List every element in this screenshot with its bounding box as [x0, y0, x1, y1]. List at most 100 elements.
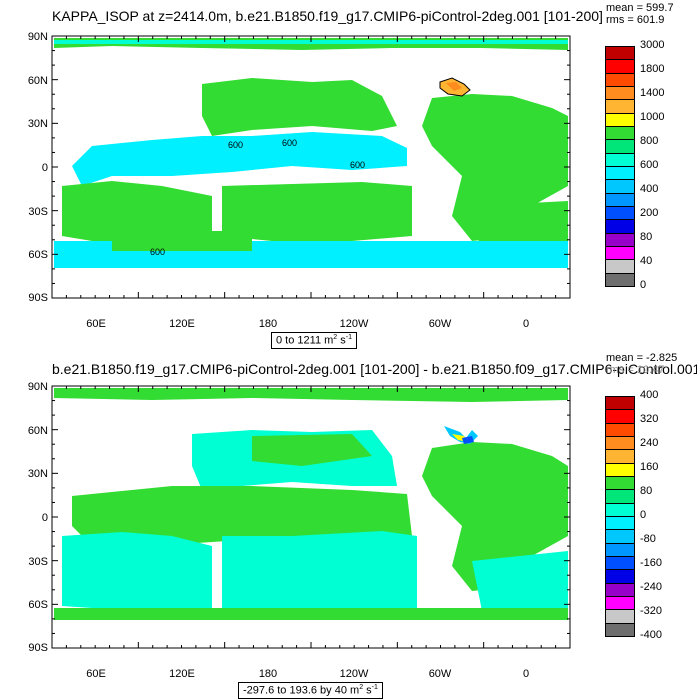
panel1-lon-tick: 180: [258, 318, 278, 330]
panel2-tropical-band: [72, 486, 412, 546]
panel1-range-sup: 2: [333, 334, 338, 341]
panel1-lat-tick: 90N: [27, 31, 48, 43]
colorbar-label: 1400: [640, 87, 665, 99]
panel1-indo-pacific-tropics: [72, 132, 407, 186]
colorbar-swatch: [605, 246, 635, 261]
panel1-range-box: 0 to 1211 m2 s-1: [271, 332, 357, 349]
panel2-range-box: -297.6 to 193.6 by 40 m2 s-1: [238, 682, 383, 699]
colorbar-swatch: [605, 596, 635, 611]
colorbar-label: -160: [640, 557, 663, 569]
panel1-rms: rms = 601.9: [606, 14, 665, 26]
colorbar-label: 400: [640, 389, 659, 401]
colorbar-swatch: [605, 152, 635, 167]
colorbar-swatch: [605, 272, 635, 287]
colorbar-swatch: [605, 409, 635, 424]
colorbar-swatch: [605, 126, 635, 141]
colorbar-label: 0: [640, 509, 647, 521]
panel1-lat-tick: 0: [41, 162, 48, 174]
panel2-range-sup2: -1: [371, 684, 378, 691]
colorbar-label: 240: [640, 437, 659, 449]
panel1-labrador-core: [446, 82, 462, 91]
panel2-range-text: -297.6 to 193.6 by 40 m: [243, 684, 360, 697]
panel2-lat-tick: 30N: [27, 468, 48, 480]
colorbar-swatch: [605, 112, 635, 127]
colorbar-label: 600: [640, 159, 659, 171]
panel1-indian-ocean: [62, 181, 212, 246]
panel1-lon-tick: 120E: [169, 318, 195, 330]
panel2-lat-tick: 60S: [28, 599, 48, 611]
colorbar-swatch: [605, 436, 635, 451]
panel2-north-pacific-green: [252, 434, 372, 466]
panel2-indian-ocean: [62, 532, 212, 611]
panel2-map: [51, 385, 571, 649]
colorbar-label: 400: [640, 183, 659, 195]
panel2-rms: rms = 10.47: [606, 364, 665, 376]
panel2-atlantic: [422, 442, 568, 591]
panel1-contour-label: 600: [350, 160, 365, 170]
panel2-colorbar: [605, 396, 635, 637]
panel2-lat-tick: 90N: [27, 381, 48, 393]
colorbar-swatch: [605, 462, 635, 477]
panel1-title: KAPPA_ISOP at z=2414.0m, b.e21.B1850.f19…: [52, 8, 603, 24]
panel2-lat-tick: 30S: [28, 556, 48, 568]
colorbar-label: -240: [640, 581, 663, 593]
colorbar-label: 80: [640, 231, 653, 243]
colorbar-label: -400: [640, 629, 663, 641]
colorbar-label: -80: [640, 533, 656, 545]
panel2-lon-tick: 120W: [339, 668, 369, 680]
colorbar-swatch: [605, 556, 635, 571]
panel1-contour-label: 600: [228, 140, 243, 150]
colorbar-swatch: [605, 166, 635, 181]
colorbar-label: 800: [640, 135, 659, 147]
panel1-range-sup2: -1: [345, 334, 352, 341]
colorbar-swatch: [605, 86, 635, 101]
panel1-southern-pacific: [222, 182, 412, 241]
colorbar-swatch: [605, 542, 635, 557]
panel1-map: 600 600 600 600: [51, 35, 571, 299]
panel2-range-tail: s: [363, 684, 372, 697]
colorbar-swatch: [605, 259, 635, 274]
colorbar-swatch: [605, 529, 635, 544]
colorbar-swatch: [605, 192, 635, 207]
panel2-lon-tick: 60E: [86, 668, 106, 680]
colorbar-swatch: [605, 622, 635, 637]
panel1-mean: mean = 599.7: [606, 2, 674, 14]
colorbar-swatch: [605, 422, 635, 437]
colorbar-label: 80: [640, 485, 653, 497]
panel2-lon-tick: 0: [522, 668, 530, 680]
panel2-lon-tick: 120E: [169, 668, 195, 680]
colorbar-label: 200: [640, 207, 659, 219]
colorbar-swatch: [605, 449, 635, 464]
colorbar-swatch: [605, 139, 635, 154]
panel1-map-svg: 600 600 600 600: [51, 35, 571, 299]
panel2-southern-ocean: [54, 608, 568, 620]
colorbar-label: 160: [640, 461, 659, 473]
colorbar-swatch: [605, 396, 635, 411]
panel1-lat-tick: 90S: [28, 292, 48, 304]
panel1-north-pacific: [202, 78, 397, 136]
panel2-lat-tick: 60N: [27, 425, 48, 437]
panel2-south-atlantic: [472, 551, 568, 611]
colorbar-swatch: [605, 609, 635, 624]
panel2-arctic-ocean: [54, 388, 568, 402]
panel1-lon-tick: 60W: [428, 318, 452, 330]
colorbar-label: -320: [640, 605, 663, 617]
panel1-colorbar: [605, 46, 635, 287]
panel1-lon-tick: 60E: [86, 318, 106, 330]
colorbar-swatch: [605, 179, 635, 194]
panel2-title: b.e21.B1850.f19_g17.CMIP6-piControl-2deg…: [52, 361, 697, 377]
colorbar-swatch: [605, 46, 635, 61]
panel2-south-pacific: [222, 531, 417, 614]
panel1-range-tail: s: [337, 334, 346, 347]
colorbar-swatch: [605, 476, 635, 491]
colorbar-label: 1000: [640, 111, 665, 123]
panel1-southern-ocean-green: [112, 231, 252, 251]
panel1-lon-tick: 0: [522, 318, 530, 330]
panel1-lat-tick: 30N: [27, 118, 48, 130]
colorbar-swatch: [605, 206, 635, 221]
colorbar-swatch: [605, 489, 635, 504]
colorbar-swatch: [605, 569, 635, 584]
panel2-lon-tick: 180: [258, 668, 278, 680]
panel2-mean: mean = -2.825: [606, 352, 678, 364]
colorbar-label: 0: [640, 279, 647, 291]
